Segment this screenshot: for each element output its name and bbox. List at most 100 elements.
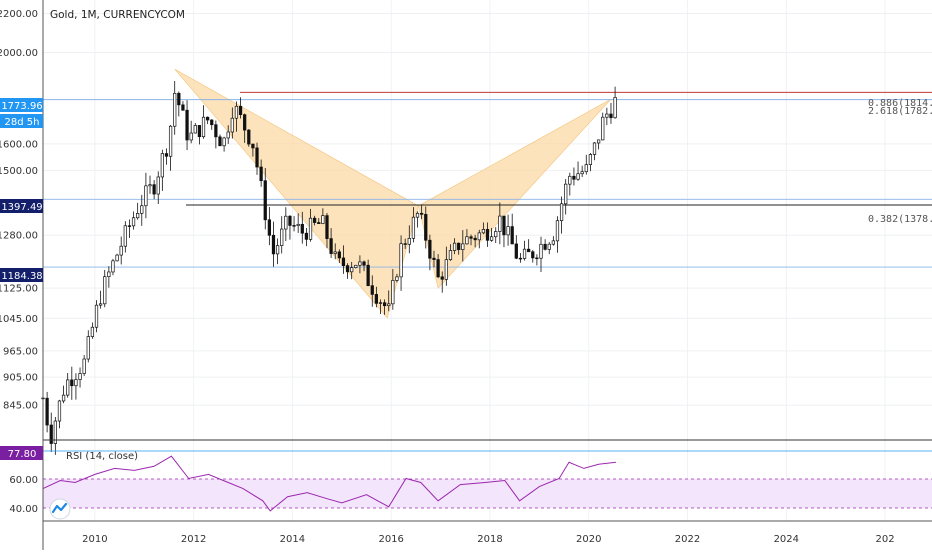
level-high-value: 1397.49 <box>1 202 42 213</box>
candle-up <box>296 223 300 227</box>
candle-down <box>345 265 350 273</box>
horizontal-levels[interactable] <box>43 91 932 268</box>
candle-up <box>280 228 284 246</box>
chart-title: Gold, 1M, CURRENCYCOM <box>50 9 185 21</box>
candle-up <box>90 326 95 337</box>
candle-down <box>543 243 547 250</box>
fib-label-0886: 0.886(1814.75) <box>868 98 932 109</box>
time-tick-label: 2012 <box>181 534 206 545</box>
candle-down <box>329 238 333 254</box>
rsi-pane[interactable] <box>42 450 932 512</box>
candle-up <box>444 259 448 280</box>
candle-down <box>370 285 374 295</box>
price-tick-label: 1600.00 <box>0 139 38 150</box>
candle-up <box>576 173 580 180</box>
candle-up <box>498 215 502 232</box>
price-tick-label: 1280.00 <box>0 231 38 242</box>
rsi-tick-40: 40.00 <box>9 504 38 515</box>
rsi-line <box>42 455 616 512</box>
candle-up <box>358 261 362 266</box>
candle-up <box>226 131 230 139</box>
candle-down <box>271 234 276 255</box>
candle-up <box>613 97 617 119</box>
candle-up <box>559 203 564 222</box>
time-tick-label: 2016 <box>378 534 403 545</box>
candle-down <box>518 257 523 260</box>
candle-down <box>300 223 304 234</box>
candle-up <box>94 304 99 328</box>
candle-down <box>292 225 296 227</box>
candle-up <box>234 105 239 119</box>
candle-down <box>247 129 251 145</box>
candle-up <box>415 212 420 218</box>
candle-up <box>465 236 469 245</box>
price-tick-label: 965.00 <box>3 346 38 357</box>
candle-up <box>448 250 453 261</box>
tradingview-logo[interactable] <box>49 498 71 520</box>
candle-down <box>288 215 292 226</box>
candle-up <box>144 185 148 207</box>
candle-down <box>164 153 169 157</box>
candle-up <box>168 125 173 157</box>
candle-up <box>588 154 593 165</box>
time-tick-label: 2014 <box>280 534 305 545</box>
logo-mark-icon <box>51 502 68 514</box>
rsi-current-value: 77.80 <box>8 449 37 460</box>
candle-up <box>350 267 354 273</box>
candle-up <box>119 245 123 256</box>
candle-down <box>70 379 74 387</box>
candle-down <box>424 213 428 241</box>
candle-down <box>609 113 613 119</box>
time-tick-label: 2020 <box>576 534 601 545</box>
candle-down <box>514 243 518 259</box>
candle-up <box>522 248 527 259</box>
price-tick-label: 2000.00 <box>0 48 38 59</box>
candle-down <box>572 175 576 180</box>
price-tick-label: 905.00 <box>3 373 38 384</box>
candle-up <box>551 240 555 245</box>
candle-up <box>123 225 127 247</box>
candle-down <box>251 143 255 149</box>
time-tick-label: 202 <box>876 534 895 545</box>
candle-down <box>45 397 49 426</box>
candle-down <box>535 257 539 260</box>
fib-label-0382: 0.382(1378.15) <box>868 214 932 225</box>
candle-up <box>321 215 325 224</box>
candlestick-series <box>41 81 617 455</box>
candle-down <box>382 302 387 307</box>
candle-up <box>156 176 160 195</box>
candle-up <box>387 303 391 307</box>
candle-down <box>238 105 243 116</box>
candle-up <box>395 276 399 281</box>
candle-up <box>452 242 457 251</box>
candle-down <box>374 294 379 304</box>
price-axis[interactable]: 2200.00 2000.00 1600.00 1500.00 1280.00 1125.… <box>0 9 38 412</box>
candle-up <box>173 92 177 127</box>
price-tick-label: 845.00 <box>3 401 38 412</box>
candle-up <box>354 264 358 269</box>
pattern-triangle[interactable] <box>174 69 419 319</box>
candle-up <box>489 236 494 241</box>
candle-up <box>61 394 66 402</box>
candle-down <box>197 125 202 138</box>
candle-down <box>485 229 490 241</box>
candle-up <box>547 243 551 250</box>
candle-down <box>432 257 436 260</box>
candle-down <box>473 237 477 241</box>
time-axis[interactable]: 2010 2012 2014 2016 2018 2020 2022 2024 202 <box>82 534 894 545</box>
candle-up <box>399 243 403 278</box>
rsi-label: RSI (14, close) <box>66 451 138 462</box>
candle-down <box>510 226 514 245</box>
candle-down <box>325 215 329 239</box>
candle-down <box>317 222 321 224</box>
candle-up <box>407 237 411 245</box>
current-price-value: 1773.96 <box>1 101 42 112</box>
candle-up <box>284 215 288 230</box>
candle-up <box>555 220 560 242</box>
candle-down <box>469 236 473 239</box>
vertical-grid <box>94 0 886 521</box>
candle-up <box>494 231 498 238</box>
candle-down <box>420 212 424 215</box>
